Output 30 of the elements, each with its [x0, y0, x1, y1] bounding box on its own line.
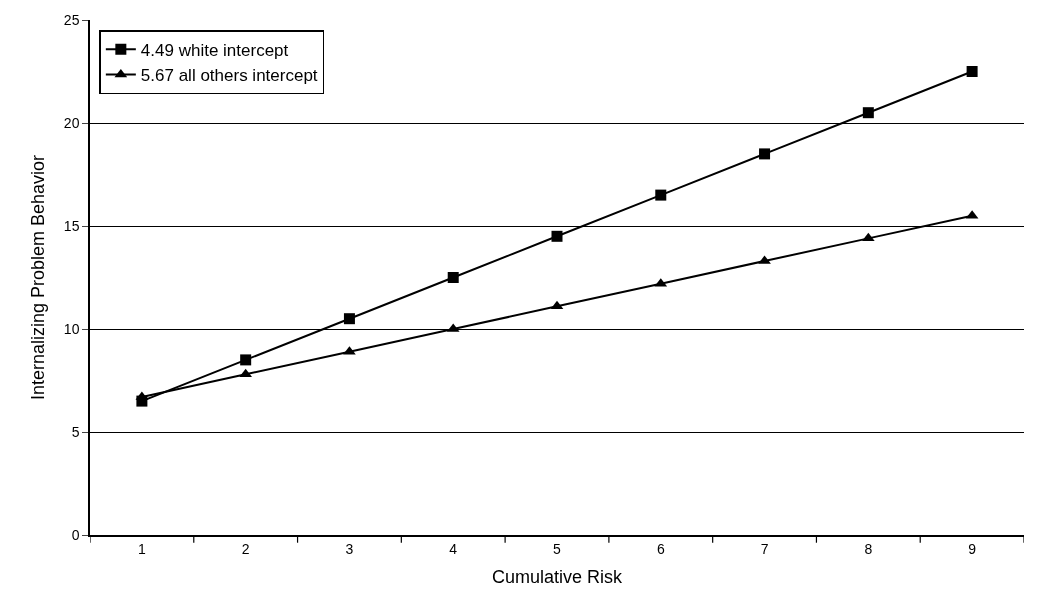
- legend-label: 4.49 white intercept: [140, 40, 289, 60]
- y-tick-label: 15: [63, 217, 80, 234]
- x-axis-title: Cumulative Risk: [491, 567, 624, 588]
- point: [966, 66, 978, 77]
- x-tick-label: 6: [656, 540, 665, 557]
- x-tick-label: 5: [553, 540, 562, 557]
- point: [551, 230, 563, 242]
- x-tick-label: 4: [449, 540, 458, 557]
- point: [759, 148, 771, 160]
- y-tick-label: 20: [63, 114, 80, 131]
- y-tick-label: 10: [63, 320, 80, 337]
- y-tick-label: 25: [63, 11, 80, 28]
- x-tick-label: 1: [137, 540, 146, 557]
- x-tick-label: 8: [864, 540, 873, 557]
- y-axis-title: Internalizing Problem Behavior: [27, 154, 48, 401]
- x-tick-label: 9: [968, 540, 977, 557]
- legend-label: 5.67 all others intercept: [140, 66, 318, 86]
- y-tick-label: 0: [71, 526, 80, 543]
- point: [655, 189, 667, 201]
- x-tick-label: 3: [345, 540, 354, 557]
- point: [343, 313, 355, 325]
- point: [861, 232, 875, 242]
- point: [550, 300, 564, 310]
- y-tick-label: 5: [71, 423, 80, 440]
- point: [240, 354, 252, 366]
- x-tick-label: 7: [760, 540, 769, 557]
- point: [447, 272, 459, 283]
- point: [862, 107, 874, 119]
- x-tick-label: 2: [241, 540, 250, 557]
- point: [239, 368, 253, 378]
